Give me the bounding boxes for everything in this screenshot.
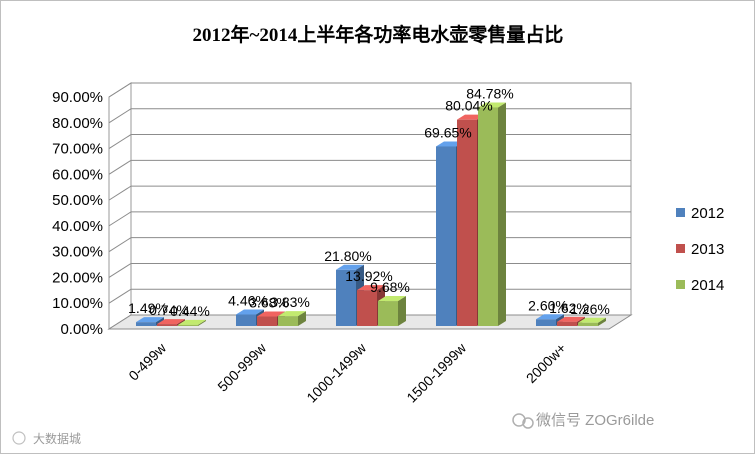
y-tick-label: 40.00% xyxy=(52,218,103,235)
bar xyxy=(478,102,506,327)
y-tick-label: 20.00% xyxy=(52,269,103,286)
data-label: 84.78% xyxy=(466,85,513,101)
bars xyxy=(136,102,606,327)
side-wall xyxy=(108,82,132,330)
data-label: 0.44% xyxy=(170,303,210,319)
data-label: 2.60% xyxy=(528,297,568,313)
x-category-label: 2000w+ xyxy=(523,340,569,386)
x-category-label: 0-499w xyxy=(125,339,169,383)
bar xyxy=(378,296,406,326)
y-tick-label: 30.00% xyxy=(52,244,103,261)
data-label: 13.92% xyxy=(345,268,392,284)
data-label: 1.49% xyxy=(128,300,168,316)
legend: 2012 2013 2014 xyxy=(676,205,724,294)
data-labels: 1.49%0.74%0.44% 4.46%3.68%3.83% 21.80% 13.9… xyxy=(128,85,610,318)
watermark-right: 微信号 ZOGr6ilde xyxy=(536,412,654,429)
legend-label: 2013 xyxy=(691,241,724,258)
legend-swatch xyxy=(676,244,685,253)
bar xyxy=(578,317,606,326)
data-label: 4.46% xyxy=(228,293,268,309)
legend-swatch xyxy=(676,280,685,289)
x-axis-categories: 0-499w 500-999w 1000-1499w 1500-1999w 2000w+ xyxy=(125,339,569,405)
legend-label: 2012 xyxy=(691,205,724,222)
data-label: 80.04% xyxy=(445,98,492,114)
x-category-label: 500-999w xyxy=(214,339,269,394)
data-label: 1.26% xyxy=(570,301,610,317)
legend-swatch xyxy=(676,208,685,217)
bar xyxy=(278,311,306,326)
data-label: 0.74% xyxy=(149,302,189,318)
watermarks: 微信号 ZOGr6ilde 大数据城 xyxy=(12,412,654,446)
data-label: 1.62% xyxy=(549,300,589,316)
y-tick-label: 70.00% xyxy=(52,141,103,158)
chart-title: 2012年~2014上半年各功率电水壶零售量占比 xyxy=(193,23,564,46)
watermark-left: 大数据城 xyxy=(33,431,81,446)
gridline xyxy=(108,108,631,124)
y-tick-label: 10.00% xyxy=(52,295,103,312)
data-label: 3.68% xyxy=(249,295,289,311)
y-tick-label: 80.00% xyxy=(52,115,103,132)
y-tick-label: 0.00% xyxy=(60,321,103,338)
gridline xyxy=(108,82,631,98)
y-tick-label: 50.00% xyxy=(52,192,103,209)
y-tick-label: 60.00% xyxy=(52,166,103,183)
bar xyxy=(178,319,206,326)
data-label: 69.65% xyxy=(424,124,471,140)
wechat-icon xyxy=(512,413,526,427)
data-label: 3.83% xyxy=(270,294,310,310)
x-category-label: 1500-1999w xyxy=(403,339,469,405)
wechat-icon-2 xyxy=(522,417,534,429)
legend-label: 2014 xyxy=(691,277,724,294)
weibo-icon xyxy=(12,431,26,445)
x-category-label: 1000-1499w xyxy=(303,339,369,405)
y-tick-label: 90.00% xyxy=(52,89,103,106)
data-label: 21.80% xyxy=(324,248,371,264)
y-axis-ticks: 0.00% 10.00% 20.00% 30.00% 40.00% 50.00% 60.00… xyxy=(52,89,103,338)
data-label: 9.68% xyxy=(370,279,410,295)
